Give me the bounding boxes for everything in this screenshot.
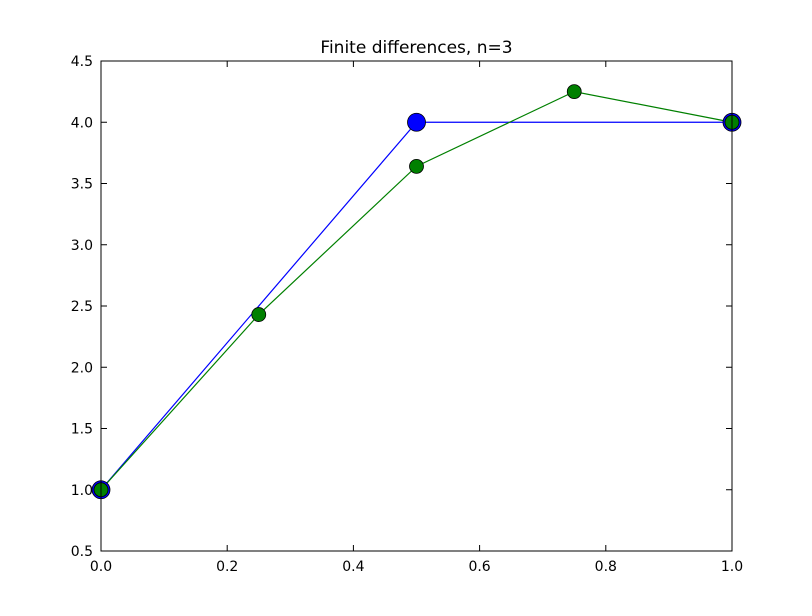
y-tick-label: 1.5: [71, 422, 93, 438]
plot-area-frame: [100, 60, 733, 552]
x-tick-label: 0.4: [342, 559, 364, 575]
x-tick-label: 0.2: [216, 559, 238, 575]
y-tick-label: 3.5: [71, 177, 93, 193]
y-tick-label: 0.5: [71, 544, 93, 560]
x-axis-ticks: 0.0 0.2 0.4 0.6 0.8 1.0: [90, 61, 743, 575]
series-1-point: [407, 112, 426, 132]
series-2-point: [251, 307, 267, 322]
y-tick-label: 3.0: [71, 238, 93, 254]
chart-title: Finite differences, n=3: [320, 38, 512, 58]
y-tick-label: 4.5: [71, 54, 93, 70]
y-tick-label: 1.0: [71, 483, 93, 499]
x-tick-label: 0.6: [468, 559, 490, 575]
x-tick-label: 0.8: [595, 559, 617, 575]
y-tick-label: 4.0: [71, 115, 93, 131]
y-tick-label: 2.5: [71, 299, 93, 315]
y-tick-label: 2.0: [71, 360, 93, 376]
data-series: [91, 84, 742, 500]
x-tick-label: 1.0: [721, 559, 743, 575]
x-tick-label: 0.0: [90, 559, 112, 575]
series-2-point: [409, 158, 424, 174]
series-2-point: [566, 84, 582, 100]
